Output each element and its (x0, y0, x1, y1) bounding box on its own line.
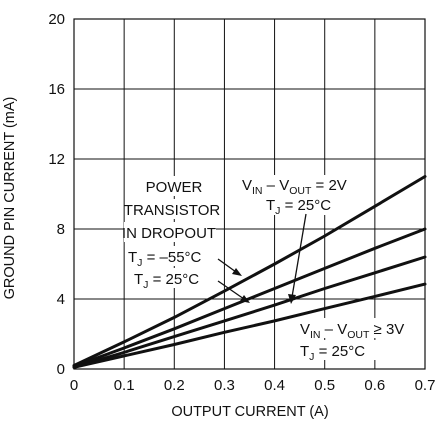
annotation-tj-25-3v: TJ = 25°C (298, 340, 378, 363)
y-tick-label: 16 (48, 81, 65, 98)
series-line-4 (72, 282, 427, 369)
annotation-tj-25-dropout-text: TJ = 25°C (134, 271, 199, 291)
x-tick-label: 0.7 (415, 377, 436, 394)
power-transistor-annotation: POWER TRANSISTOR IN DROPOUT (122, 176, 220, 242)
annotation-vin-3v: VIN – VOUT ≥ 3V (298, 318, 420, 341)
plot-frame (73, 18, 426, 370)
arrow-vin-2v (291, 213, 307, 298)
annotation-tj-25-dropout: TJ = 25°C (132, 268, 214, 291)
annotation-tj-minus55-text: TJ = –55°C (128, 249, 202, 269)
annotation-vin-2v-text: VIN – VOUT = 2V (242, 177, 347, 197)
series-lines (72, 175, 427, 369)
series-line-1 (72, 175, 427, 367)
y-tick-label: 20 (48, 11, 65, 28)
x-tick-label: 0.1 (114, 377, 135, 394)
arrow-tj-minus55 (217, 258, 237, 273)
arrow-tj-minus55-head (232, 268, 242, 276)
annotation-tj-25-2v-text: TJ = 25°C (266, 197, 331, 217)
arrow-vin-2v-head (288, 294, 296, 304)
annotation-transistor: TRANSISTOR (124, 202, 221, 219)
series-line-3 (72, 255, 427, 369)
series-line-2 (72, 227, 427, 368)
y-tick-label: 12 (48, 151, 65, 168)
arrow-tj-25-dropout (217, 280, 245, 300)
annotation-tj-25-3v-text: TJ = 25°C (300, 343, 365, 363)
y-tick-label: 8 (57, 221, 65, 238)
x-tick-label: 0.3 (214, 377, 235, 394)
x-tick-label: 0.6 (364, 377, 385, 394)
annotation-in-dropout: IN DROPOUT (122, 225, 216, 242)
arrow-tj-25-dropout-head (240, 295, 250, 303)
y-axis-label: GROUND PIN CURRENT (mA) (2, 97, 18, 300)
annotation-vin-2v: VIN – VOUT = 2V (240, 175, 350, 197)
y-tick-labels: 0 4 8 12 16 20 (48, 11, 65, 378)
x-axis-label: OUTPUT CURRENT (A) (171, 404, 328, 420)
x-tick-label: 0 (70, 377, 78, 394)
x-tick-labels: 0 0.1 0.2 0.3 0.4 0.5 0.6 0.7 (70, 377, 436, 394)
annotation-tj-minus55: TJ = –55°C (126, 246, 222, 269)
x-tick-label: 0.2 (164, 377, 185, 394)
annotation-arrows (217, 213, 307, 304)
y-tick-label: 4 (57, 291, 65, 308)
annotation-vin-3v-text: VIN – VOUT ≥ 3V (300, 321, 404, 341)
annotation-tj-25-2v: TJ = 25°C (264, 195, 340, 217)
y-tick-label: 0 (57, 361, 65, 378)
x-tick-label: 0.4 (264, 377, 285, 394)
x-tick-label: 0.5 (314, 377, 335, 394)
annotation-power: POWER (146, 179, 203, 196)
